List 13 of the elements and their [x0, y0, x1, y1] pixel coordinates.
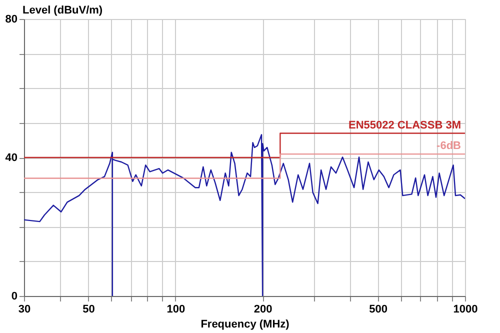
y-tick-label: 40 [5, 152, 18, 164]
series-label: -6dB [436, 140, 462, 152]
x-tick-label: 200 [254, 304, 272, 316]
y-tick-label: 0 [11, 290, 18, 302]
series-label: EN55022 CLASSB 3M [348, 119, 461, 132]
x-axis-title: Frequency (MHz) [200, 318, 290, 330]
x-tick-label: 50 [82, 304, 95, 316]
x-tick-label: 1000 [453, 304, 478, 316]
x-tick-label: 30 [18, 304, 31, 316]
x-tick-label: 100 [166, 304, 186, 316]
x-tick-label: 500 [369, 304, 388, 316]
y-tick-label: 80 [5, 14, 18, 26]
y-axis-title: Level (dBuV/m) [22, 4, 103, 16]
